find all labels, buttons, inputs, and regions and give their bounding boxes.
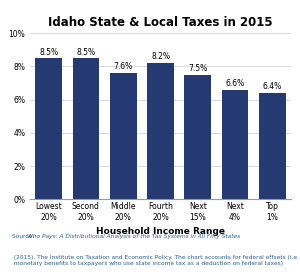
Bar (222, 90, 248, 199)
X-axis label: Household Income Range: Household Income Range (96, 227, 225, 236)
Text: 8.2%: 8.2% (151, 53, 170, 61)
Text: 7.6%: 7.6% (114, 63, 133, 71)
Bar (147, 63, 174, 199)
Text: 6.6%: 6.6% (225, 79, 245, 88)
Bar (73, 58, 99, 199)
Bar (184, 75, 211, 199)
Bar (35, 58, 62, 199)
Text: 8.5%: 8.5% (76, 48, 95, 57)
Title: Idaho State & Local Taxes in 2015: Idaho State & Local Taxes in 2015 (48, 16, 273, 29)
Text: Who Pays: A Distributional Analysis of the Tax Systems in All Fifty States: Who Pays: A Distributional Analysis of t… (12, 234, 240, 239)
Text: (2015). The Institute on Taxation and Economic Policy. The chart accounts for fe: (2015). The Institute on Taxation and Ec… (12, 255, 300, 266)
Bar (259, 93, 286, 199)
Bar (110, 73, 136, 199)
Text: 8.5%: 8.5% (39, 48, 58, 57)
Text: 6.4%: 6.4% (263, 83, 282, 91)
Text: 7.5%: 7.5% (188, 64, 207, 73)
Text: Source:: Source: (12, 234, 36, 239)
